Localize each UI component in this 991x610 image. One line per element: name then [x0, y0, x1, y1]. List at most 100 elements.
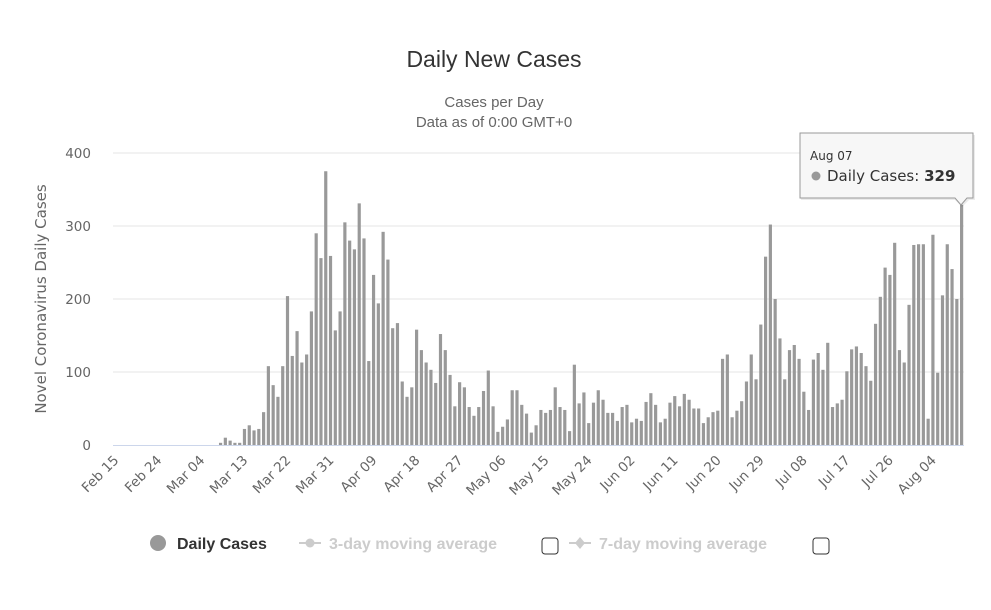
bar[interactable]: [558, 407, 562, 445]
bar[interactable]: [773, 299, 777, 445]
bar[interactable]: [242, 428, 247, 445]
bar[interactable]: [472, 415, 476, 445]
bar[interactable]: [960, 204, 964, 445]
bar[interactable]: [367, 361, 371, 445]
bar[interactable]: [725, 354, 729, 445]
bar[interactable]: [878, 296, 882, 445]
bar[interactable]: [778, 338, 782, 445]
bar[interactable]: [371, 274, 376, 445]
bar[interactable]: [854, 346, 859, 445]
bar[interactable]: [945, 244, 949, 445]
bar[interactable]: [826, 342, 830, 445]
bar[interactable]: [888, 274, 892, 445]
bar[interactable]: [438, 334, 443, 445]
bar[interactable]: [539, 409, 543, 445]
bar[interactable]: [290, 355, 294, 445]
bar[interactable]: [305, 354, 309, 445]
bar[interactable]: [266, 366, 270, 445]
bar[interactable]: [716, 410, 720, 445]
bar[interactable]: [850, 349, 854, 445]
legend-item-7-day-average[interactable]: 7-day moving average: [569, 536, 767, 553]
bar[interactable]: [563, 409, 567, 445]
bar[interactable]: [673, 396, 677, 445]
bar[interactable]: [257, 428, 261, 445]
bar[interactable]: [328, 255, 333, 445]
7day-average-checkbox[interactable]: [812, 537, 830, 555]
bar[interactable]: [405, 396, 409, 445]
bar[interactable]: [740, 401, 744, 445]
bar[interactable]: [931, 234, 935, 445]
bar[interactable]: [711, 412, 715, 445]
bar[interactable]: [223, 437, 227, 445]
bar[interactable]: [534, 425, 538, 445]
bar[interactable]: [314, 233, 318, 445]
bars[interactable]: [218, 171, 964, 446]
bar[interactable]: [443, 350, 447, 445]
bar[interactable]: [386, 259, 390, 445]
bar[interactable]: [907, 304, 911, 445]
bar[interactable]: [620, 407, 624, 445]
bar[interactable]: [940, 295, 945, 445]
bar[interactable]: [247, 425, 251, 445]
bar[interactable]: [615, 420, 619, 445]
bar[interactable]: [630, 422, 634, 445]
bar[interactable]: [792, 344, 796, 445]
bar[interactable]: [481, 390, 486, 445]
bar[interactable]: [467, 407, 471, 445]
bar[interactable]: [802, 391, 806, 445]
bar[interactable]: [496, 431, 500, 445]
bar[interactable]: [759, 324, 763, 445]
bar[interactable]: [515, 390, 519, 445]
bar[interactable]: [400, 381, 404, 445]
bar[interactable]: [419, 350, 423, 445]
bar[interactable]: [587, 423, 591, 445]
bar[interactable]: [663, 418, 667, 445]
bar[interactable]: [424, 362, 428, 445]
bar[interactable]: [897, 350, 902, 445]
bar[interactable]: [381, 231, 385, 445]
bar[interactable]: [376, 303, 380, 445]
bar[interactable]: [926, 418, 930, 445]
bar[interactable]: [634, 418, 639, 445]
bar[interactable]: [276, 396, 280, 445]
bar[interactable]: [601, 399, 605, 445]
bar[interactable]: [324, 171, 328, 445]
bar[interactable]: [343, 222, 347, 445]
3day-average-checkbox[interactable]: [541, 537, 559, 555]
bar[interactable]: [233, 442, 237, 445]
bar[interactable]: [840, 399, 844, 445]
bar[interactable]: [859, 353, 863, 445]
bar[interactable]: [644, 401, 648, 445]
bar[interactable]: [429, 369, 433, 445]
bar[interactable]: [916, 244, 921, 445]
bar[interactable]: [783, 379, 787, 445]
bar[interactable]: [577, 403, 581, 445]
bar[interactable]: [582, 392, 586, 445]
bar[interactable]: [338, 311, 342, 445]
bar[interactable]: [262, 412, 266, 445]
bar[interactable]: [281, 366, 285, 445]
bar[interactable]: [486, 370, 490, 445]
bar[interactable]: [309, 311, 313, 445]
bar[interactable]: [611, 412, 615, 445]
bar[interactable]: [524, 413, 529, 445]
bar[interactable]: [510, 390, 514, 445]
bar[interactable]: [764, 256, 768, 445]
bar[interactable]: [936, 372, 940, 445]
bar[interactable]: [348, 240, 352, 445]
bar[interactable]: [434, 382, 438, 445]
bar[interactable]: [811, 359, 815, 445]
bar[interactable]: [362, 238, 366, 445]
bar[interactable]: [816, 353, 820, 445]
bar[interactable]: [357, 203, 361, 445]
bar[interactable]: [333, 330, 337, 445]
bar[interactable]: [639, 420, 643, 445]
bar[interactable]: [735, 410, 739, 445]
bar[interactable]: [352, 249, 357, 445]
bar[interactable]: [720, 358, 725, 445]
bar[interactable]: [744, 381, 749, 445]
bar[interactable]: [596, 390, 600, 445]
bar[interactable]: [491, 406, 495, 445]
bar[interactable]: [697, 408, 701, 446]
bar[interactable]: [912, 244, 916, 445]
